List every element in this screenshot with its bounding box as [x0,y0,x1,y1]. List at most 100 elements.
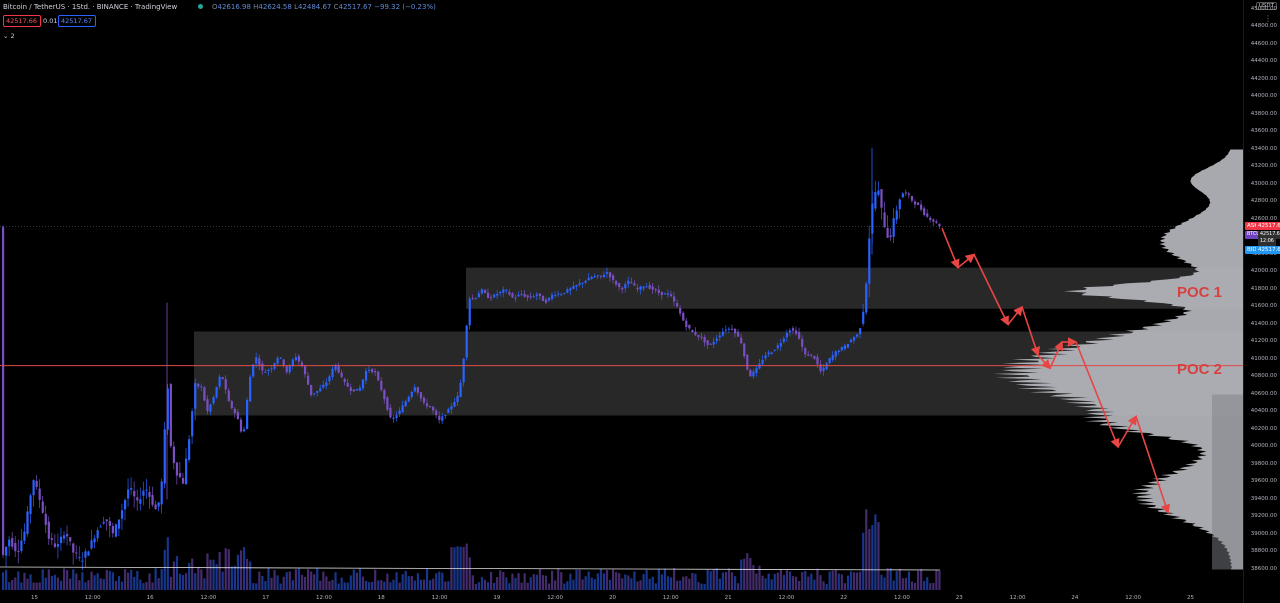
volume-bar [679,580,682,590]
price-tick: 44800.00 [1250,23,1277,29]
candle-body [612,275,615,280]
volume-bar [526,582,529,590]
volume-bar [349,575,352,590]
candle-body [72,543,75,553]
currency-selector[interactable]: USDT [1255,2,1277,10]
projection-arrow [1021,306,1041,357]
chart-header: Bitcoin / TetherUS · 1Std. · BINANCE · T… [0,0,1244,14]
volume-bar [508,583,511,590]
volume-bar [203,578,206,590]
candle-body [355,388,358,391]
candle-body [782,338,785,342]
candle-body [200,386,203,388]
candle-body [935,221,938,223]
volume-bar [99,578,102,590]
volume-bar [69,578,72,590]
candle-body [865,283,868,313]
indicators-collapse-toggle[interactable]: ⌄ 2 [3,31,19,41]
volume-bar [468,557,471,590]
candle-body [203,387,206,401]
volume-bar [871,525,874,590]
axis-settings-icon[interactable]: ⋮ [1264,14,1272,23]
candle-body [480,289,484,294]
volume-bar [303,576,307,590]
volume-bar [14,577,17,590]
volume-bar [255,583,258,590]
price-tick: 44400.00 [1250,58,1277,64]
candle-body [642,286,645,289]
price-axis[interactable]: USDT ⋮ 45000.00 44800.00 44600.00 44400.00 4… [1243,0,1280,603]
price-tick: 43400.00 [1250,145,1277,152]
candle-body [209,404,212,412]
volume-bar [111,572,114,590]
candle-body [724,329,728,331]
volume-bar [828,571,831,590]
price-tick: 40600.00 [1250,390,1277,397]
volume-bar [767,573,770,590]
volume-bar [575,569,578,590]
price-chart-canvas[interactable] [0,0,1244,603]
volume-bar [544,575,548,590]
volume-bar [514,578,517,590]
volume-bar [267,568,270,590]
candle-body [590,277,593,279]
candle-body [825,363,828,370]
candle-body [368,369,371,371]
candle-body [105,519,108,522]
candle-body [282,359,285,367]
volume-bar [227,549,230,590]
candle-body [66,534,69,537]
candle-body [502,289,505,293]
candle-body [47,521,50,539]
candle-body [185,458,188,485]
candle-body [212,397,215,404]
volume-bar [688,578,691,590]
volume-bar [279,583,282,590]
buy-button[interactable]: 42517.67 [58,15,96,27]
volume-bar [926,577,929,590]
volume-bar [316,568,319,590]
candle-body [425,403,429,407]
candle-body [688,324,691,329]
candle-body [663,293,667,295]
volume-bar [215,564,218,590]
volume-profile-lower-band [1212,394,1244,570]
price-tick: 43000.00 [1250,180,1277,187]
candle-body [630,282,633,284]
volume-bar [718,578,721,590]
candle-body [779,343,782,347]
volume-bar [419,579,423,590]
candle-body [752,371,755,377]
candle-body [291,359,294,366]
ohlc-close-label: C [333,3,339,11]
volume-bar [657,568,660,590]
candle-body [490,297,493,299]
sell-button[interactable]: 42517.66 [3,15,41,27]
volume-bar [593,579,596,590]
volume-bar [319,580,322,590]
candle-body [618,283,621,288]
volume-bar [907,571,911,590]
volume-bar [551,570,554,590]
volume-bar [148,573,151,590]
price-tick: 39000.00 [1250,530,1277,537]
price-tick: 41000.00 [1250,355,1277,362]
volume-bar [328,581,331,590]
candle-body [493,294,496,298]
volume-bar [425,568,429,590]
symbol-title[interactable]: Bitcoin / TetherUS · 1Std. · BINANCE · T… [3,3,178,11]
candle-body [813,356,816,359]
candle-body [904,192,907,194]
volume-bar [5,569,8,590]
price-tick: 41800.00 [1250,285,1277,292]
volume-bar [477,582,480,590]
candle-body [859,328,862,335]
volume-bar [447,581,450,590]
volume-bar [496,577,499,590]
candle-body [743,343,746,357]
volume-bar [569,573,572,590]
candle-body [499,291,502,294]
candle-body [795,330,798,334]
time-tick: 18 [377,595,385,601]
volume-bar [264,581,267,590]
